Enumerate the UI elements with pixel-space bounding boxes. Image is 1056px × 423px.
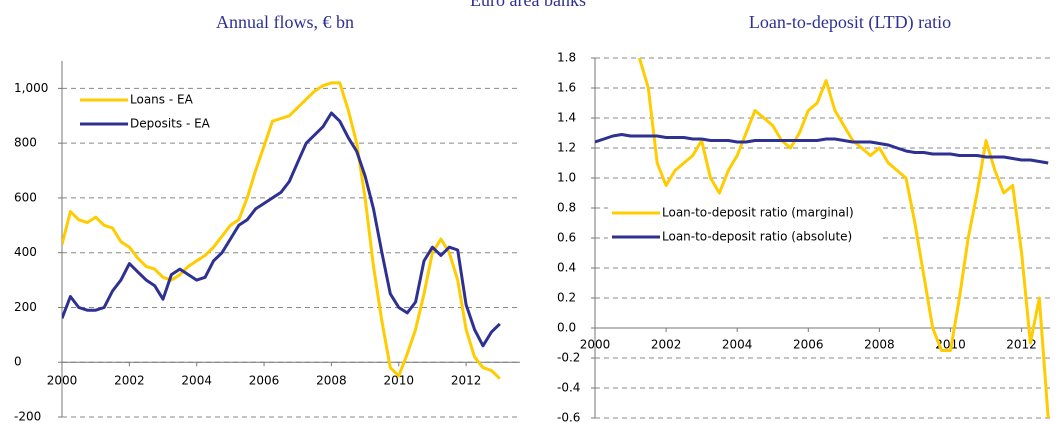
x-tick-label: 2004 [722, 338, 753, 352]
legend-label: Loan-to-deposit ratio (marginal) [662, 206, 854, 220]
x-tick-label: 2010 [383, 374, 414, 388]
y-tick-label: 1.6 [557, 81, 576, 95]
y-tick-label: 1,000 [14, 81, 48, 95]
y-tick-label: 0 [14, 355, 22, 369]
y-tick-label: 0.6 [557, 231, 576, 245]
y-tick-label: 200 [14, 300, 37, 314]
y-tick-label: 1.8 [557, 51, 576, 65]
y-tick-label: -0.2 [557, 351, 580, 365]
legend-label: Loans - EA [130, 93, 194, 107]
x-tick-label: 2006 [793, 338, 824, 352]
line-series [62, 81, 501, 380]
x-tick-label: 2004 [181, 374, 212, 388]
line-series [62, 111, 501, 348]
x-tick-label: 2012 [451, 374, 482, 388]
chart-title: Loan-to-deposit (LTD) ratio [749, 12, 951, 33]
y-tick-label: 0.4 [557, 261, 576, 275]
y-tick-label: 1.4 [557, 111, 576, 125]
line-series [595, 133, 1049, 165]
y-tick-label: 0.2 [557, 291, 576, 305]
legend-label: Deposits - EA [130, 117, 211, 131]
x-tick-label: 2000 [47, 374, 78, 388]
chart-title: Annual flows, € bn [216, 12, 354, 32]
legend-box [608, 201, 882, 249]
x-tick-label: 2008 [316, 374, 347, 388]
y-tick-label: 0.8 [557, 201, 576, 215]
x-tick-label: 2002 [651, 338, 682, 352]
y-tick-label: -0.4 [557, 381, 580, 395]
y-tick-label: 400 [14, 245, 37, 259]
x-tick-label: 2008 [864, 338, 895, 352]
x-tick-label: 2000 [580, 338, 611, 352]
line-series [637, 58, 1050, 418]
y-tick-label: -0.6 [557, 411, 580, 423]
x-tick-label: 2002 [114, 374, 145, 388]
y-tick-label: -200 [14, 410, 41, 423]
y-tick-label: 800 [14, 136, 37, 150]
y-tick-label: 1.2 [557, 141, 576, 155]
y-tick-label: 0.0 [557, 321, 576, 335]
y-tick-label: 600 [14, 190, 37, 204]
x-tick-label: 2006 [249, 374, 280, 388]
legend-label: Loan-to-deposit ratio (absolute) [662, 230, 852, 244]
page-title: Euro area banks [470, 0, 586, 10]
y-tick-label: 1.0 [557, 171, 576, 185]
